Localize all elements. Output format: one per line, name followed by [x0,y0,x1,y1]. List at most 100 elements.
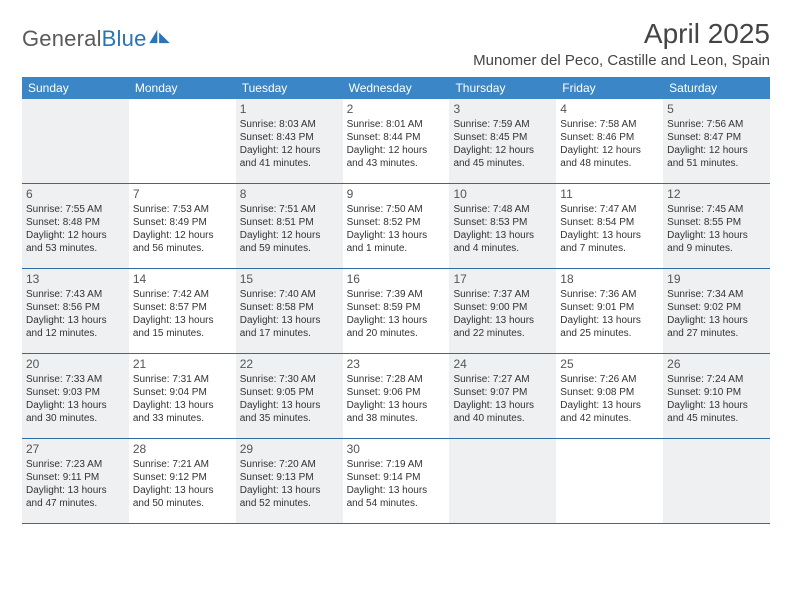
day-cell: 29 Sunrise: 7:20 AMSunset: 9:13 PMDayligh… [236,439,343,523]
day-number: 15 [240,272,339,287]
sunset-line: Sunset: 9:01 PM [560,302,659,315]
week-row: 1Sunrise: 8:03 AMSunset: 8:43 PMDaylight… [22,99,770,184]
sunset-line: Sunset: 9:00 PM [453,302,552,315]
dow-friday: Friday [556,77,663,99]
daylight-line: Daylight: 13 hours and 42 minutes. [560,400,659,426]
title-block: April 2025 Munomer del Peco, Castille an… [473,18,770,69]
daylight-line: Daylight: 12 hours and 45 minutes. [453,145,552,171]
day-cell: 25Sunrise: 7:26 AMSunset: 9:08 PMDayligh… [556,354,663,438]
day-number: 22 [240,357,339,372]
day-number: 26 [667,357,766,372]
dow-sunday: Sunday [22,77,129,99]
day-number: 17 [453,272,552,287]
sunrise-line: Sunrise: 7:21 AM [133,459,232,472]
day-number: 14 [133,272,232,287]
day-cell: 8 Sunrise: 7:51 AMSunset: 8:51 PMDaylight… [236,184,343,268]
calendar-grid: SundayMondayTuesdayWednesdayThursdayFrid… [22,77,770,524]
sunset-line: Sunset: 8:55 PM [667,217,766,230]
sunset-line: Sunset: 8:51 PM [240,217,339,230]
daylight-line: Daylight: 13 hours and 35 minutes. [240,400,339,426]
header: GeneralBlue April 2025 Munomer del Peco,… [22,18,770,69]
sunset-line: Sunset: 9:13 PM [240,472,339,485]
day-cell: 15Sunrise: 7:40 AMSunset: 8:58 PMDayligh… [236,269,343,353]
day-cell: 14Sunrise: 7:42 AMSunset: 8:57 PMDayligh… [129,269,236,353]
day-cell: 21Sunrise: 7:31 AMSunset: 9:04 PMDayligh… [129,354,236,438]
daylight-line: Daylight: 13 hours and 7 minutes. [560,230,659,256]
sunrise-line: Sunrise: 7:39 AM [347,289,446,302]
sunset-line: Sunset: 8:59 PM [347,302,446,315]
week-row: 6Sunrise: 7:55 AMSunset: 8:48 PMDaylight… [22,184,770,269]
day-cell [556,439,663,523]
dow-wednesday: Wednesday [343,77,450,99]
daylight-line: Daylight: 13 hours and 45 minutes. [667,400,766,426]
day-cell: 11Sunrise: 7:47 AMSunset: 8:54 PMDayligh… [556,184,663,268]
daylight-line: Daylight: 13 hours and 52 minutes. [240,485,339,511]
day-number: 1 [240,102,339,117]
daylight-line: Daylight: 12 hours and 48 minutes. [560,145,659,171]
day-cell: 24Sunrise: 7:27 AMSunset: 9:07 PMDayligh… [449,354,556,438]
daylight-line: Daylight: 13 hours and 20 minutes. [347,315,446,341]
day-cell: 18Sunrise: 7:36 AMSunset: 9:01 PMDayligh… [556,269,663,353]
sunset-line: Sunset: 9:05 PM [240,387,339,400]
day-cell: 23Sunrise: 7:28 AMSunset: 9:06 PMDayligh… [343,354,450,438]
sunset-line: Sunset: 8:45 PM [453,132,552,145]
sunrise-line: Sunrise: 7:31 AM [133,374,232,387]
day-number: 9 [347,187,446,202]
day-cell: 30Sunrise: 7:19 AMSunset: 9:14 PMDayligh… [343,439,450,523]
sunrise-line: Sunrise: 7:23 AM [26,459,125,472]
day-number: 8 [240,187,339,202]
day-cell: 9Sunrise: 7:50 AMSunset: 8:52 PMDaylight… [343,184,450,268]
day-cell [129,99,236,183]
sunrise-line: Sunrise: 7:59 AM [453,119,552,132]
day-number: 3 [453,102,552,117]
day-cell: 13Sunrise: 7:43 AMSunset: 8:56 PMDayligh… [22,269,129,353]
daylight-line: Daylight: 12 hours and 51 minutes. [667,145,766,171]
daylight-line: Daylight: 12 hours and 43 minutes. [347,145,446,171]
day-number: 21 [133,357,232,372]
daylight-line: Daylight: 13 hours and 22 minutes. [453,315,552,341]
day-cell: 4Sunrise: 7:58 AMSunset: 8:46 PMDaylight… [556,99,663,183]
daylight-line: Daylight: 12 hours and 56 minutes. [133,230,232,256]
day-cell [22,99,129,183]
daylight-line: Daylight: 13 hours and 1 minute. [347,230,446,256]
day-number: 29 [240,442,339,457]
sunrise-line: Sunrise: 7:47 AM [560,204,659,217]
sunrise-line: Sunrise: 7:51 AM [240,204,339,217]
daylight-line: Daylight: 13 hours and 38 minutes. [347,400,446,426]
sunset-line: Sunset: 8:54 PM [560,217,659,230]
sunrise-line: Sunrise: 7:36 AM [560,289,659,302]
day-cell: 19Sunrise: 7:34 AMSunset: 9:02 PMDayligh… [663,269,770,353]
daylight-line: Daylight: 13 hours and 30 minutes. [26,400,125,426]
day-number: 18 [560,272,659,287]
day-number: 10 [453,187,552,202]
brand-sail-icon [149,28,171,44]
sunset-line: Sunset: 9:04 PM [133,387,232,400]
sunset-line: Sunset: 9:07 PM [453,387,552,400]
week-row: 20Sunrise: 7:33 AMSunset: 9:03 PMDayligh… [22,354,770,439]
day-cell: 26Sunrise: 7:24 AMSunset: 9:10 PMDayligh… [663,354,770,438]
daylight-line: Daylight: 12 hours and 59 minutes. [240,230,339,256]
day-number: 6 [26,187,125,202]
daylight-line: Daylight: 13 hours and 15 minutes. [133,315,232,341]
day-number: 30 [347,442,446,457]
day-cell: 10Sunrise: 7:48 AMSunset: 8:53 PMDayligh… [449,184,556,268]
day-cell: 5Sunrise: 7:56 AMSunset: 8:47 PMDaylight… [663,99,770,183]
sunset-line: Sunset: 9:11 PM [26,472,125,485]
day-number: 12 [667,187,766,202]
sunrise-line: Sunrise: 7:19 AM [347,459,446,472]
day-number: 24 [453,357,552,372]
daylight-line: Daylight: 13 hours and 4 minutes. [453,230,552,256]
dow-saturday: Saturday [663,77,770,99]
daylight-line: Daylight: 13 hours and 9 minutes. [667,230,766,256]
sunrise-line: Sunrise: 7:37 AM [453,289,552,302]
dow-thursday: Thursday [449,77,556,99]
sunset-line: Sunset: 9:10 PM [667,387,766,400]
daylight-line: Daylight: 13 hours and 27 minutes. [667,315,766,341]
day-cell: 28Sunrise: 7:21 AMSunset: 9:12 PMDayligh… [129,439,236,523]
calendar-page: GeneralBlue April 2025 Munomer del Peco,… [0,0,792,524]
day-number: 4 [560,102,659,117]
sunrise-line: Sunrise: 7:20 AM [240,459,339,472]
daylight-line: Daylight: 13 hours and 47 minutes. [26,485,125,511]
sunset-line: Sunset: 9:03 PM [26,387,125,400]
brand-part2: Blue [102,26,147,51]
